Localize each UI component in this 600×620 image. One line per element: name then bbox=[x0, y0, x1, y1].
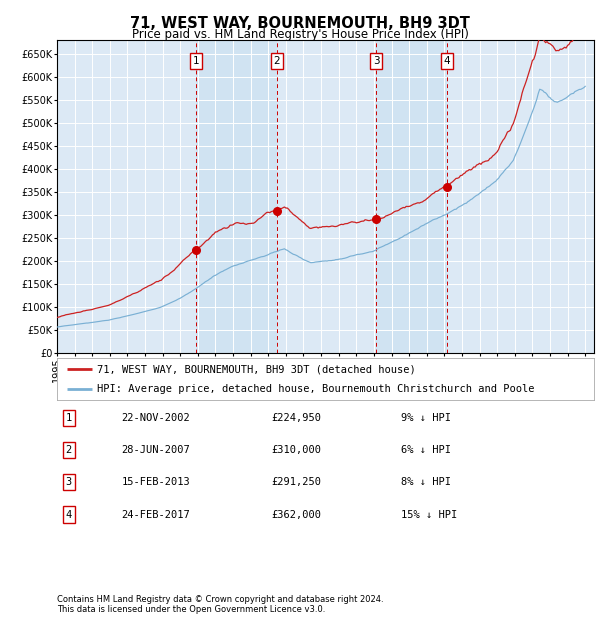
Text: 3: 3 bbox=[373, 56, 379, 66]
Text: 6% ↓ HPI: 6% ↓ HPI bbox=[401, 445, 451, 455]
Text: 2: 2 bbox=[65, 445, 72, 455]
Text: Contains HM Land Registry data © Crown copyright and database right 2024.: Contains HM Land Registry data © Crown c… bbox=[57, 595, 383, 604]
Text: £362,000: £362,000 bbox=[272, 510, 322, 520]
Text: 2: 2 bbox=[274, 56, 280, 66]
Text: Price paid vs. HM Land Registry's House Price Index (HPI): Price paid vs. HM Land Registry's House … bbox=[131, 28, 469, 41]
Text: 15% ↓ HPI: 15% ↓ HPI bbox=[401, 510, 457, 520]
Text: 4: 4 bbox=[443, 56, 450, 66]
Text: 1: 1 bbox=[193, 56, 199, 66]
Text: 4: 4 bbox=[65, 510, 72, 520]
Text: £291,250: £291,250 bbox=[272, 477, 322, 487]
Text: HPI: Average price, detached house, Bournemouth Christchurch and Poole: HPI: Average price, detached house, Bour… bbox=[97, 384, 535, 394]
Bar bbox=[376, 40, 447, 353]
Text: 24-FEB-2017: 24-FEB-2017 bbox=[121, 510, 190, 520]
Text: 15-FEB-2013: 15-FEB-2013 bbox=[121, 477, 190, 487]
Text: 71, WEST WAY, BOURNEMOUTH, BH9 3DT (detached house): 71, WEST WAY, BOURNEMOUTH, BH9 3DT (deta… bbox=[97, 364, 416, 374]
Text: 28-JUN-2007: 28-JUN-2007 bbox=[121, 445, 190, 455]
Text: 71, WEST WAY, BOURNEMOUTH, BH9 3DT: 71, WEST WAY, BOURNEMOUTH, BH9 3DT bbox=[130, 16, 470, 30]
Text: £310,000: £310,000 bbox=[272, 445, 322, 455]
Text: 8% ↓ HPI: 8% ↓ HPI bbox=[401, 477, 451, 487]
Text: 1: 1 bbox=[65, 413, 72, 423]
Text: 9% ↓ HPI: 9% ↓ HPI bbox=[401, 413, 451, 423]
Bar bbox=[196, 40, 277, 353]
Text: 22-NOV-2002: 22-NOV-2002 bbox=[121, 413, 190, 423]
Text: £224,950: £224,950 bbox=[272, 413, 322, 423]
Text: 3: 3 bbox=[65, 477, 72, 487]
Text: This data is licensed under the Open Government Licence v3.0.: This data is licensed under the Open Gov… bbox=[57, 604, 325, 614]
